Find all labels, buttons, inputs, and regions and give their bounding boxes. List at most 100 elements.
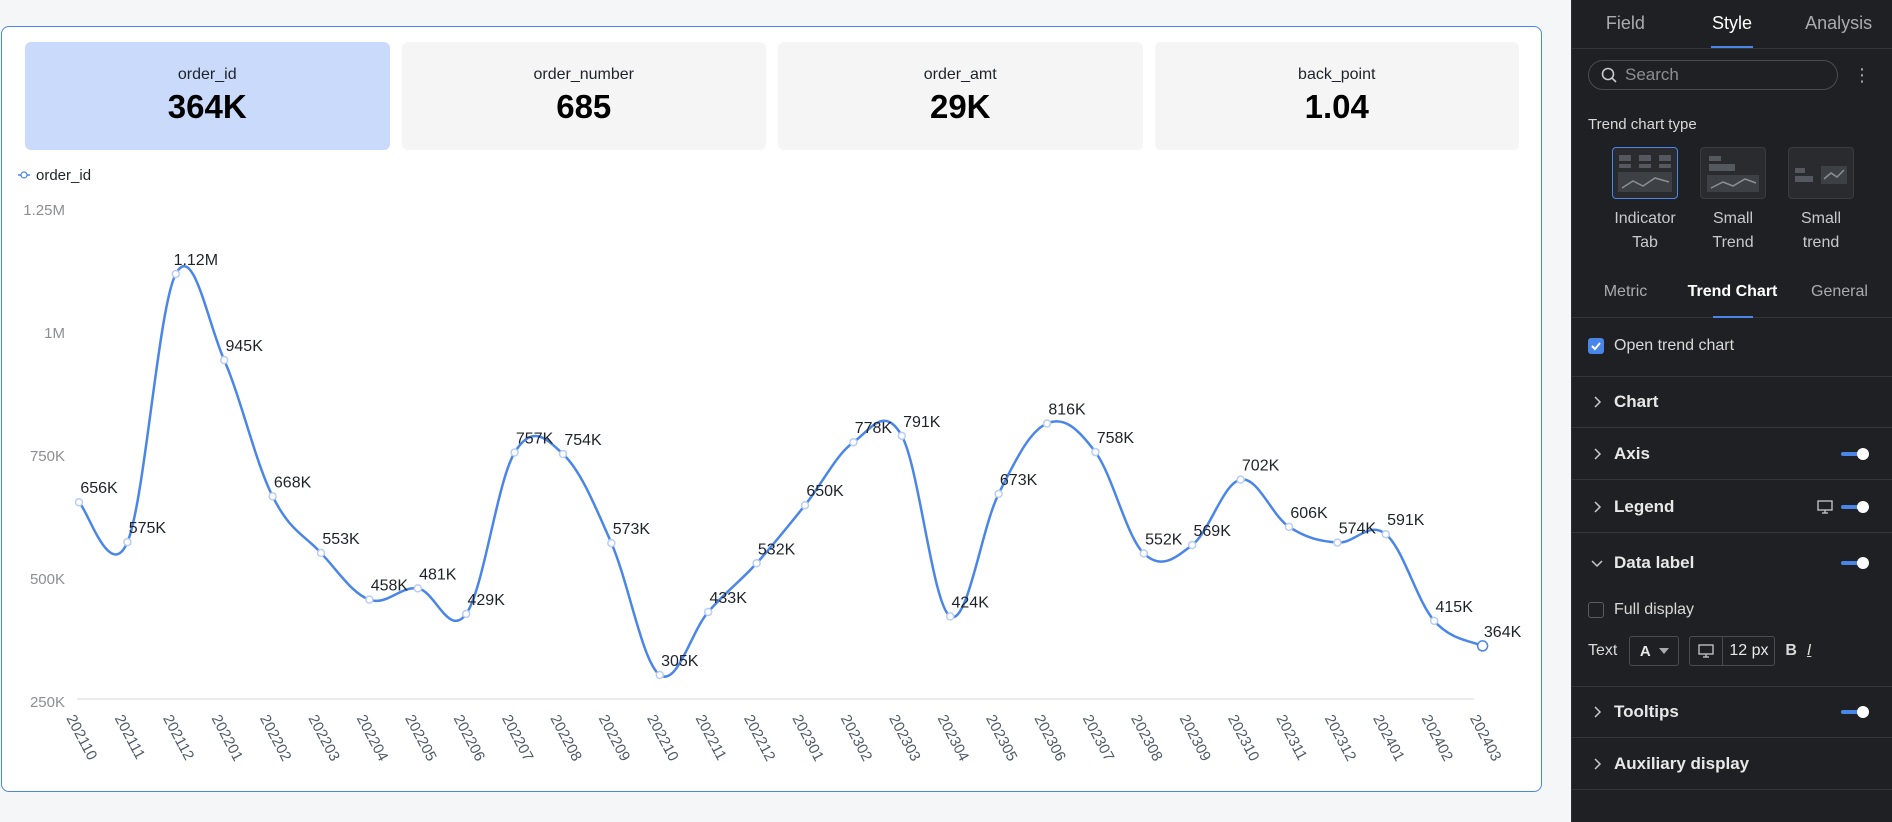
data-label-text-style: Text A 12 px B I: [1588, 636, 1811, 666]
x-tick-label: 202204: [353, 712, 392, 764]
data-label: 532K: [758, 541, 796, 558]
x-tick-label: 202304: [934, 712, 973, 764]
type-name-line1: Small: [1800, 210, 1841, 227]
section-auxiliary-display[interactable]: Auxiliary display: [1572, 738, 1892, 790]
data-point: [510, 448, 519, 457]
x-tick-label: 202209: [595, 712, 634, 764]
data-label: 574K: [1339, 521, 1377, 538]
data-label: 650K: [806, 483, 844, 500]
axis-toggle[interactable]: [1841, 447, 1869, 460]
section-data-label-label: Data label: [1614, 553, 1695, 572]
data-point: [365, 595, 374, 604]
metric-card[interactable]: order_id 364K order_number 685 order_amt…: [1, 26, 1542, 792]
x-tick-label: 202203: [304, 712, 343, 764]
chevron-down-icon: [1591, 560, 1603, 568]
data-label: 754K: [564, 432, 602, 449]
x-tick-label: 202211: [692, 712, 730, 763]
x-tick-label: 202310: [1224, 712, 1263, 764]
search-placeholder: Search: [1625, 65, 1679, 84]
data-label: 591K: [1387, 512, 1425, 529]
sub-tab-general[interactable]: General: [1811, 283, 1868, 300]
x-tick-label: 202311: [1272, 712, 1310, 763]
open-trend-chart-label: Open trend chart: [1614, 337, 1735, 354]
trend-type-indicator-tab[interactable]: Indicator Tab: [1608, 147, 1682, 255]
x-tick-label: 202305: [982, 712, 1021, 764]
data-point: [703, 607, 713, 617]
kpi-value: 364K: [167, 88, 247, 125]
data-label: 553K: [322, 531, 360, 548]
italic-button[interactable]: I: [1806, 642, 1812, 659]
bold-button[interactable]: B: [1785, 642, 1797, 659]
kpi-tab-order-id[interactable]: order_id 364K: [25, 42, 390, 150]
dashboard-canvas: order_id 364K order_number 685 order_amt…: [0, 0, 1571, 822]
x-tick-label: 202301: [788, 712, 827, 764]
trend-type-small-trend-2[interactable]: Small trend: [1784, 147, 1858, 255]
x-tick-label: 202309: [1176, 712, 1215, 764]
type-name-line2: Trend: [1712, 234, 1754, 251]
data-point: [1042, 419, 1052, 428]
search-input[interactable]: Search: [1588, 60, 1838, 90]
y-tick-label: 1.25M: [23, 202, 65, 219]
monitor-icon[interactable]: [1817, 499, 1833, 514]
data-label: 569K: [1194, 523, 1232, 540]
indicator-tab-thumbnail-icon: [1612, 147, 1678, 199]
x-tick-label: 202401: [1369, 712, 1408, 764]
chevron-right-icon: [1594, 396, 1602, 408]
full-display-label: Full display: [1614, 601, 1695, 618]
trend-type-options: Indicator Tab Small Trend: [1608, 147, 1878, 255]
data-label: 424K: [952, 594, 990, 611]
kpi-tab-order-amt[interactable]: order_amt 29K: [778, 42, 1143, 150]
section-axis[interactable]: Axis: [1572, 428, 1892, 480]
data-point: [1429, 616, 1439, 626]
open-trend-chart-option[interactable]: Open trend chart: [1588, 337, 1734, 355]
kpi-label: back_point: [1298, 66, 1376, 83]
kpi-label: order_number: [533, 66, 635, 83]
x-tick-label: 202402: [1418, 712, 1457, 764]
data-point: [1333, 538, 1342, 547]
kpi-label: order_id: [177, 66, 237, 83]
y-tick-label: 1M: [44, 325, 65, 342]
open-trend-chart-checkbox[interactable]: [1588, 338, 1604, 354]
sub-tab-trend-chart[interactable]: Trend Chart: [1679, 272, 1786, 318]
data-label: 656K: [80, 480, 118, 497]
x-tick-label: 202208: [546, 712, 585, 764]
x-tick-label: 202212: [740, 712, 779, 764]
font-color-picker[interactable]: A: [1629, 636, 1680, 666]
data-point: [1284, 522, 1294, 532]
section-data-label[interactable]: Data label: [1572, 537, 1892, 589]
data-label: 415K: [1436, 599, 1474, 616]
tab-analysis[interactable]: Analysis: [1805, 13, 1873, 33]
checkmark-icon: [1591, 342, 1601, 351]
x-tick-label: 202201: [208, 712, 247, 764]
legend-marker-dot: [20, 171, 28, 179]
data-label: 575K: [129, 520, 167, 537]
tooltips-toggle[interactable]: [1841, 706, 1869, 718]
trend-type-small-trend[interactable]: Small Trend: [1696, 147, 1770, 255]
font-size-input[interactable]: 12 px: [1689, 636, 1776, 666]
data-point: [268, 492, 277, 501]
tab-field[interactable]: Field: [1605, 13, 1645, 33]
style-sub-tabs: Metric Trend Chart General: [1572, 272, 1892, 318]
x-tick-label: 202111: [111, 712, 148, 762]
data-label: 702K: [1242, 458, 1280, 475]
legend-toggle[interactable]: [1841, 500, 1869, 513]
sub-tab-metric[interactable]: Metric: [1603, 283, 1648, 300]
tab-style[interactable]: Style: [1679, 0, 1786, 48]
section-tooltips[interactable]: Tooltips: [1572, 686, 1892, 738]
kpi-tab-back-point[interactable]: back_point 1.04: [1154, 42, 1519, 150]
x-tick-label: 202306: [1030, 712, 1069, 764]
section-legend[interactable]: Legend: [1572, 481, 1892, 533]
text-style-label: Text: [1588, 642, 1618, 659]
kpi-value: 29K: [929, 88, 991, 125]
y-tick-label: 500K: [30, 571, 65, 588]
data-point: [461, 609, 471, 619]
font-color-glyph: A: [1639, 642, 1651, 660]
kpi-tab-order-number[interactable]: order_number 685: [401, 42, 766, 150]
trend-line-chart[interactable]: order_id 1.25M 1M 750K 500K 250K 656K 202110 575…: [0, 0, 1571, 822]
full-display-option[interactable]: Full display: [1588, 601, 1694, 619]
more-options-icon[interactable]: ⋮: [1853, 65, 1871, 85]
section-chart[interactable]: Chart: [1572, 376, 1892, 428]
data-label-toggle[interactable]: [1841, 557, 1869, 569]
full-display-checkbox[interactable]: [1588, 602, 1604, 618]
data-point: [123, 537, 132, 547]
